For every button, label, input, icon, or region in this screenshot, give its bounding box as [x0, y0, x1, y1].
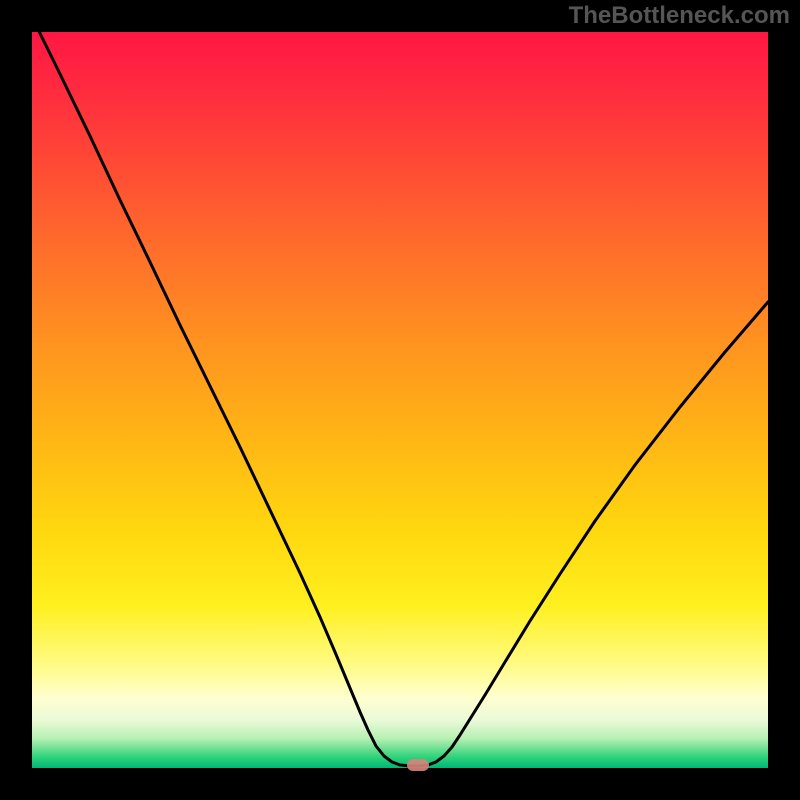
chart-container: TheBottleneck.com [0, 0, 800, 800]
bottleneck-chart [0, 0, 800, 800]
chart-gradient-bg [32, 32, 768, 768]
optimal-point-marker [407, 759, 429, 771]
watermark-text: TheBottleneck.com [569, 2, 790, 30]
